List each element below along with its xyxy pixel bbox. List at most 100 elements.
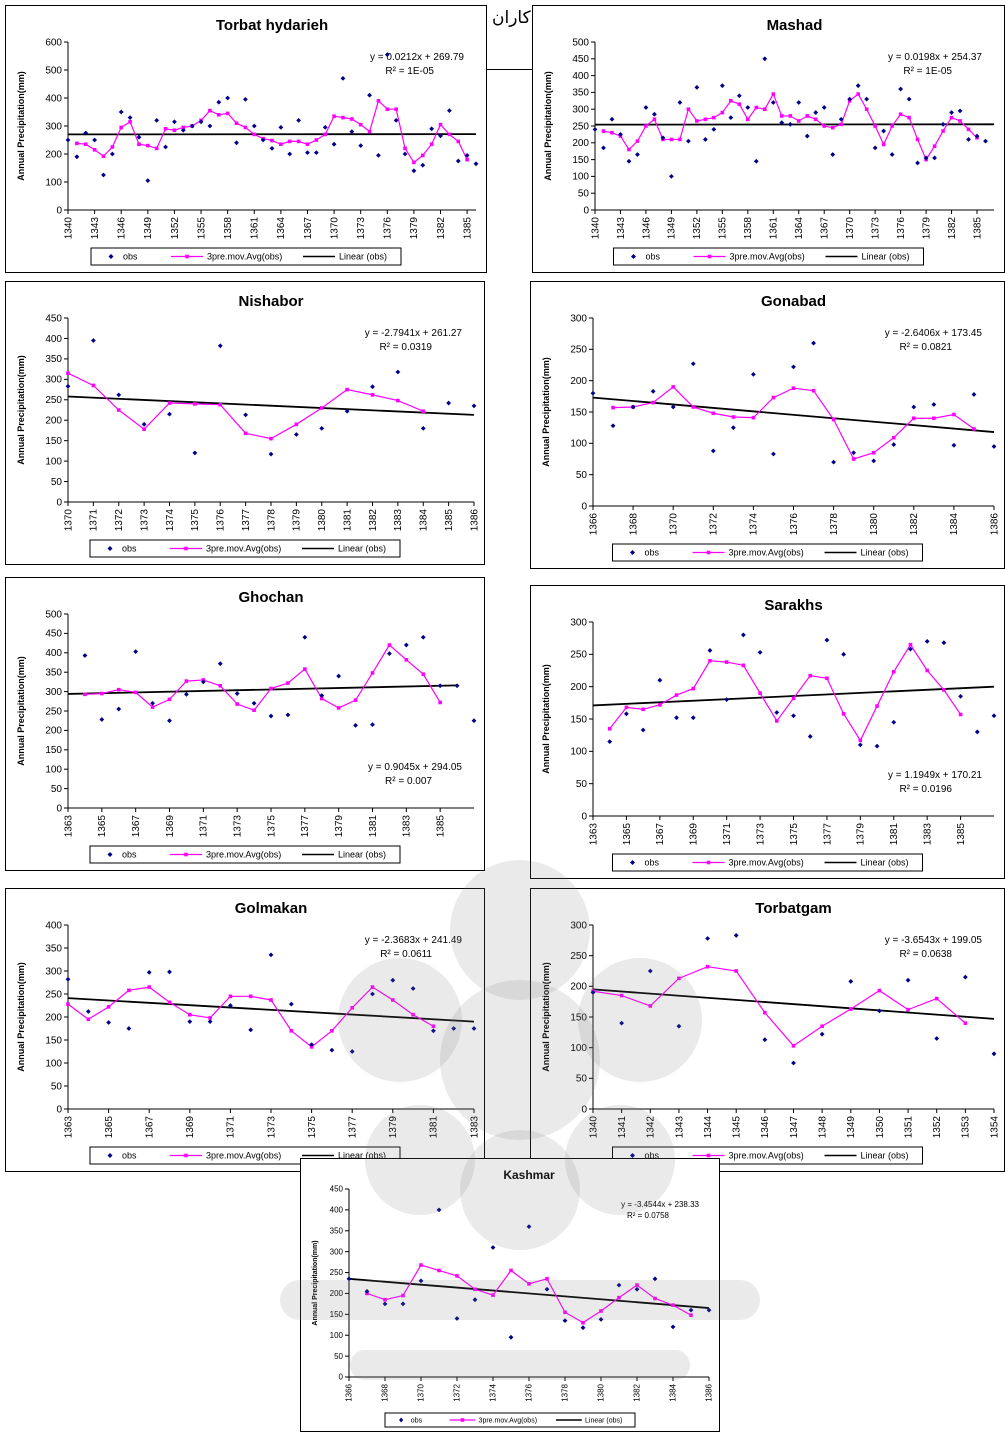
y-tick-label: 150 <box>570 714 587 725</box>
legend-obs-marker <box>107 852 113 857</box>
y-axis-label: Annual Precipitation(mm) <box>16 656 26 766</box>
obs-point <box>127 115 133 120</box>
obs-point <box>92 137 98 143</box>
chart-panel-torbatgam: Torbatgam Annual Precipitation(mm) 0 50 100 1… <box>530 888 1005 1172</box>
obs-point <box>791 1060 796 1066</box>
moving-average-point <box>811 388 816 393</box>
obs-point <box>418 1278 424 1284</box>
obs-point <box>674 715 679 721</box>
obs-point <box>268 713 274 719</box>
moving-average-point <box>110 145 115 149</box>
obs-point <box>490 1245 496 1250</box>
obs-point <box>616 1282 622 1288</box>
obs-point <box>269 146 275 151</box>
x-tick-label: 1371 <box>722 823 733 846</box>
moving-average-point <box>353 698 358 702</box>
x-tick-label: 1363 <box>63 815 74 838</box>
obs-point <box>762 1037 768 1043</box>
x-tick-label: 1369 <box>165 815 176 838</box>
moving-average-point <box>396 398 400 403</box>
obs-point <box>83 130 89 136</box>
moving-average-point <box>330 1029 334 1033</box>
obs-point <box>841 651 847 657</box>
moving-average-point <box>86 1017 91 1022</box>
obs-point <box>74 154 80 160</box>
x-tick-label: 1381 <box>889 823 900 846</box>
x-tick-label: 1385 <box>436 815 447 838</box>
y-tick-label: 500 <box>45 65 62 76</box>
obs-point <box>251 123 257 129</box>
moving-average-point <box>873 124 877 128</box>
obs-point <box>690 715 696 721</box>
moving-average-point <box>831 417 836 422</box>
x-tick-label: 1386 <box>705 1383 714 1401</box>
obs-point <box>367 92 372 98</box>
moving-average-point <box>669 137 674 142</box>
chart-title: Mashad <box>767 17 823 34</box>
moving-average-point <box>341 115 345 120</box>
legend-obs-marker <box>108 254 114 259</box>
moving-average-point <box>101 154 106 159</box>
obs-point <box>471 403 477 409</box>
obs-point <box>167 969 172 975</box>
x-tick-label: 1369 <box>689 823 700 846</box>
obs-point <box>90 338 96 343</box>
obs-point <box>711 126 717 132</box>
obs-point <box>302 634 308 640</box>
moving-average-point <box>404 657 409 662</box>
x-tick-label: 1379 <box>388 1116 399 1139</box>
chart-title: Kashmar <box>503 1168 555 1182</box>
obs-point <box>872 145 878 151</box>
obs-point <box>891 719 897 725</box>
obs-point <box>508 1334 514 1340</box>
moving-average-point <box>791 696 796 701</box>
y-tick-label: 250 <box>572 121 589 132</box>
obs-point <box>225 95 231 101</box>
moving-average-point <box>385 107 390 111</box>
legend-obs-marker <box>630 860 635 865</box>
obs-point <box>319 693 325 698</box>
x-tick-label: 1377 <box>300 815 311 838</box>
legend: obs 3pre.mov.Avg(obs) Linear (obs) <box>89 539 401 558</box>
obs-point <box>688 1307 694 1313</box>
x-tick-label: 1349 <box>667 217 678 240</box>
x-tick-label: 1386 <box>989 513 1000 536</box>
trend-line <box>67 684 458 695</box>
moving-average-point <box>741 663 746 668</box>
moving-average-point <box>403 146 407 151</box>
obs-point <box>471 718 477 724</box>
obs-point <box>216 99 222 105</box>
legend: obs 3pre.mov.Avg(obs) Linear (obs) <box>89 845 401 864</box>
moving-average-point <box>774 719 779 723</box>
moving-average-point <box>367 129 372 134</box>
y-tick-label: 350 <box>45 943 62 954</box>
legend: obs 3pre.mov.Avg(obs) Linear (obs) <box>384 1412 636 1428</box>
obs-point <box>634 1286 640 1292</box>
moving-average-line <box>609 643 962 742</box>
legend-ma-label: 3pre.mov.Avg(obs) <box>479 1417 538 1424</box>
moving-average-point <box>234 121 239 125</box>
trend-equation: y = -3.6543x + 199.05 <box>885 935 983 946</box>
x-tick-label: 1370 <box>669 513 680 536</box>
moving-average-point <box>391 998 395 1002</box>
legend-linear-label: Linear (obs) <box>861 1151 909 1161</box>
legend-obs-marker <box>631 254 636 259</box>
moving-average-point <box>830 125 835 130</box>
legend-linear-label: Linear (obs) <box>862 252 910 262</box>
obs-point <box>454 1316 460 1321</box>
y-tick-label: 450 <box>572 54 589 65</box>
x-tick-label: 1384 <box>419 509 430 532</box>
moving-average-point <box>167 697 172 702</box>
y-tick-label: 450 <box>330 1185 344 1194</box>
x-tick-label: 1367 <box>303 217 314 240</box>
x-tick-label: 1373 <box>139 509 150 532</box>
obs-point <box>610 423 616 429</box>
y-tick-label: 350 <box>45 354 62 365</box>
x-tick-label: 1383 <box>469 1116 480 1139</box>
chart-golmakan: Golmakan Annual Precipitation(mm) 0 50 100 15… <box>16 900 480 1165</box>
moving-average-point <box>66 1002 70 1006</box>
moving-average-point <box>958 119 962 123</box>
legend: obs 3pre.mov.Avg(obs) Linear (obs) <box>613 247 924 266</box>
y-tick-label: 200 <box>572 138 589 149</box>
moving-average-point <box>601 129 606 133</box>
